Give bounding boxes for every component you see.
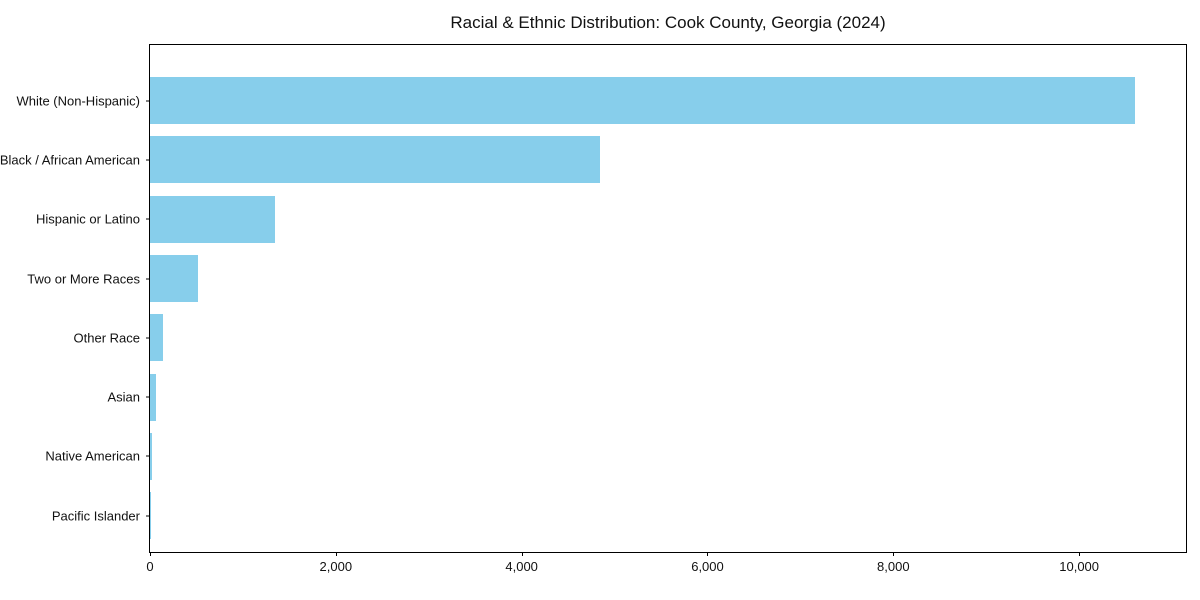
bar-black-african-american xyxy=(150,136,600,184)
y-axis-category-label: Two or More Races xyxy=(27,271,140,287)
bar-hispanic-or-latino xyxy=(150,195,275,243)
y-tick-mark xyxy=(146,278,150,280)
y-axis-category-label: Other Race xyxy=(73,330,140,346)
x-axis-tick-label: 4,000 xyxy=(505,559,538,574)
bar-two-or-more-races xyxy=(150,255,199,303)
x-tick-mark xyxy=(335,552,337,556)
y-tick-mark xyxy=(146,515,150,517)
x-axis-tick-label: 8,000 xyxy=(877,559,910,574)
y-tick-mark xyxy=(146,159,150,161)
y-tick-mark xyxy=(146,337,150,339)
y-axis-category-label: White (Non-Hispanic) xyxy=(16,93,140,109)
y-tick-mark xyxy=(146,100,150,102)
chart-title: Racial & Ethnic Distribution: Cook Count… xyxy=(450,13,886,32)
x-axis-tick-label: 6,000 xyxy=(691,559,724,574)
bar-white-non-hispanic xyxy=(150,77,1135,125)
bar-asian xyxy=(150,373,157,421)
y-tick-mark xyxy=(146,455,150,457)
x-tick-mark xyxy=(707,552,709,556)
x-axis-tick-label: 2,000 xyxy=(319,559,353,574)
y-axis-category-label: Hispanic or Latino xyxy=(35,211,140,227)
x-axis-tick-label: 0 xyxy=(146,559,154,574)
y-axis-category-label: Native American xyxy=(45,448,140,464)
bar-native-american xyxy=(150,432,152,480)
y-axis-category-label: Black / African American xyxy=(0,152,140,168)
y-axis-category-label: Asian xyxy=(107,389,140,405)
bar-other-race xyxy=(150,314,164,362)
x-axis-tick-label: 10,000 xyxy=(1059,559,1100,574)
y-tick-mark xyxy=(146,218,150,220)
x-tick-mark xyxy=(150,552,151,556)
x-tick-mark xyxy=(893,552,895,556)
plot-area: White (Non-Hispanic) Black / African Amer… xyxy=(0,44,1187,574)
x-tick-mark xyxy=(1079,552,1081,556)
y-axis-category-label: Pacific Islander xyxy=(51,508,140,524)
x-tick-mark xyxy=(521,552,523,556)
y-tick-mark xyxy=(146,396,150,398)
